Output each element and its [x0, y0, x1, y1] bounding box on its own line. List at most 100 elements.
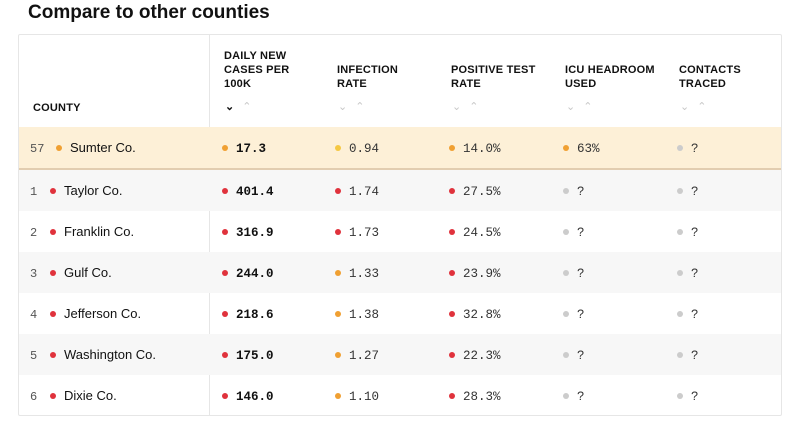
status-dot-icon	[222, 310, 228, 317]
county-name: Washington Co.	[64, 347, 157, 362]
contacts-traced-cell: ?	[677, 170, 699, 211]
status-dot-icon	[449, 228, 455, 235]
sort-ascending-icon[interactable]: ⌃	[242, 101, 252, 113]
sort-controls: ⌄ ⌃	[225, 101, 251, 113]
infection-rate-value: 1.73	[349, 226, 380, 240]
column-header-positive-test-rate[interactable]: POSITIVE TEST RATE	[451, 63, 536, 91]
sort-ascending-icon[interactable]: ⌃	[355, 101, 365, 113]
table-header: COUNTY DAILY NEW CASES PER 100K ⌄ ⌃ INFECTION R…	[19, 35, 781, 127]
daily-new-cases-cell: 316.9	[222, 211, 274, 252]
status-dot-icon	[449, 187, 455, 194]
county-cell: 3 Gulf Co.	[30, 252, 112, 293]
status-dot-icon	[50, 310, 56, 317]
status-dot-icon	[335, 392, 341, 399]
icu-headroom-used-value: ?	[577, 349, 585, 363]
column-header-icu-headroom-used[interactable]: ICU HEADROOM USED	[565, 63, 655, 91]
sort-ascending-icon[interactable]: ⌃	[469, 101, 479, 113]
county-comparison-table: COUNTY DAILY NEW CASES PER 100K ⌄ ⌃ INFECTION R…	[18, 34, 782, 416]
status-dot-icon	[222, 269, 228, 276]
status-dot-icon	[449, 310, 455, 317]
table-row-selected[interactable]: 57 Sumter Co. 17.3 0.94 14.0% 63%?	[19, 127, 781, 170]
infection-rate-value: 1.10	[349, 390, 380, 404]
column-header-label-line: RATE	[451, 78, 481, 90]
rank-number: 2	[30, 226, 38, 240]
icu-headroom-used-value: ?	[577, 226, 585, 240]
sort-descending-icon[interactable]: ⌄	[566, 101, 576, 113]
table-row[interactable]: 2 Franklin Co. 316.9 1.73 24.5%??	[19, 211, 781, 252]
column-header-label-line: POSITIVE TEST	[451, 64, 536, 76]
table-row[interactable]: 1 Taylor Co. 401.4 1.74 27.5%??	[19, 170, 781, 211]
status-dot-icon	[50, 228, 56, 235]
status-dot-icon	[563, 144, 569, 151]
status-dot-icon	[677, 392, 683, 399]
positive-test-rate-value: 28.3%	[463, 390, 501, 404]
contacts-traced-value: ?	[691, 142, 699, 156]
positive-test-rate-cell: 14.0%	[449, 127, 501, 168]
sort-descending-icon[interactable]: ⌄	[338, 101, 348, 113]
daily-new-cases-cell: 175.0	[222, 334, 274, 375]
column-divider	[209, 35, 210, 415]
infection-rate-value: 1.74	[349, 185, 380, 199]
status-dot-icon	[563, 351, 569, 358]
daily-new-cases-value: 175.0	[236, 349, 274, 363]
county-cell: 57 Sumter Co.	[30, 127, 136, 168]
county-name: Sumter Co.	[70, 140, 136, 155]
status-dot-icon	[50, 187, 56, 194]
contacts-traced-value: ?	[691, 185, 699, 199]
sort-descending-icon[interactable]: ⌄	[680, 101, 690, 113]
rank-number: 3	[30, 267, 38, 281]
infection-rate-cell: 0.94	[335, 127, 379, 168]
icu-headroom-used-value: ?	[577, 267, 585, 281]
rank-number: 57	[30, 142, 45, 156]
infection-rate-value: 1.27	[349, 349, 380, 363]
county-name: Franklin Co.	[64, 224, 135, 239]
status-dot-icon	[50, 392, 56, 399]
contacts-traced-cell: ?	[677, 252, 699, 293]
status-dot-icon	[335, 269, 341, 276]
table-row[interactable]: 6 Dixie Co. 146.0 1.10 28.3%??	[19, 375, 781, 416]
positive-test-rate-cell: 23.9%	[449, 252, 501, 293]
infection-rate-cell: 1.10	[335, 375, 379, 416]
infection-rate-value: 1.38	[349, 308, 380, 322]
sort-descending-icon[interactable]: ⌄	[225, 101, 235, 113]
icu-headroom-used-value: ?	[577, 390, 585, 404]
column-header-infection-rate[interactable]: INFECTION RATE	[337, 63, 398, 91]
column-header-label-line: RATE	[337, 78, 367, 90]
status-dot-icon	[449, 269, 455, 276]
sort-ascending-icon[interactable]: ⌃	[697, 101, 707, 113]
sort-descending-icon[interactable]: ⌄	[452, 101, 462, 113]
column-header-label-line: CASES PER	[224, 64, 290, 76]
icu-headroom-used-value: ?	[577, 308, 585, 322]
table-row[interactable]: 3 Gulf Co. 244.0 1.33 23.9%??	[19, 252, 781, 293]
status-dot-icon	[50, 351, 56, 358]
table-row[interactable]: 5 Washington Co. 175.0 1.27 22.3%??	[19, 334, 781, 375]
daily-new-cases-value: 17.3	[236, 142, 267, 156]
status-dot-icon	[449, 144, 455, 151]
positive-test-rate-value: 22.3%	[463, 349, 501, 363]
infection-rate-cell: 1.74	[335, 170, 379, 211]
status-dot-icon	[335, 351, 341, 358]
infection-rate-value: 0.94	[349, 142, 380, 156]
column-header-daily-new-cases[interactable]: DAILY NEW CASES PER 100K	[224, 49, 289, 91]
sort-controls: ⌄ ⌃	[452, 101, 478, 113]
table-row[interactable]: 4 Jefferson Co. 218.6 1.38 32.8%??	[19, 293, 781, 334]
column-header-label-line: CONTACTS	[679, 64, 741, 76]
contacts-traced-cell: ?	[677, 293, 699, 334]
column-header-label-line: DAILY NEW	[224, 50, 287, 62]
contacts-traced-cell: ?	[677, 127, 699, 168]
contacts-traced-value: ?	[691, 267, 699, 281]
status-dot-icon	[563, 310, 569, 317]
sort-ascending-icon[interactable]: ⌃	[583, 101, 593, 113]
status-dot-icon	[222, 228, 228, 235]
infection-rate-value: 1.33	[349, 267, 380, 281]
status-dot-icon	[677, 269, 683, 276]
icu-headroom-used-cell: ?	[563, 211, 585, 252]
icu-headroom-used-value: 63%	[577, 142, 600, 156]
rank-number: 5	[30, 349, 38, 363]
column-header-contacts-traced[interactable]: CONTACTS TRACED	[679, 63, 741, 91]
daily-new-cases-cell: 244.0	[222, 252, 274, 293]
status-dot-icon	[563, 269, 569, 276]
status-dot-icon	[449, 351, 455, 358]
icu-headroom-used-cell: ?	[563, 252, 585, 293]
status-dot-icon	[335, 310, 341, 317]
